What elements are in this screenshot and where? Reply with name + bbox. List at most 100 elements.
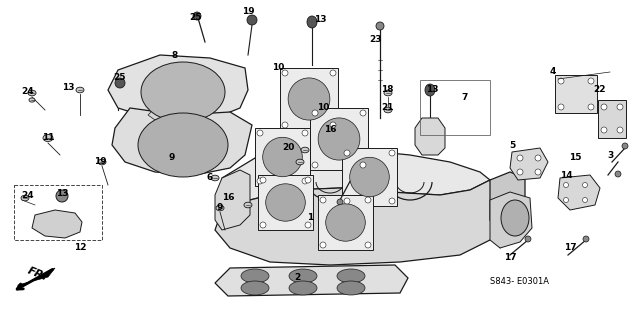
Ellipse shape [337, 281, 365, 295]
Ellipse shape [320, 197, 326, 203]
Text: 25: 25 [114, 73, 126, 82]
Ellipse shape [601, 127, 607, 133]
Ellipse shape [138, 113, 228, 177]
Bar [342, 148, 397, 206]
Polygon shape [490, 192, 532, 248]
Text: 24: 24 [22, 87, 35, 96]
Ellipse shape [389, 150, 395, 156]
Ellipse shape [262, 137, 302, 177]
Ellipse shape [622, 143, 628, 149]
Ellipse shape [582, 197, 588, 202]
Ellipse shape [384, 107, 392, 113]
Text: 15: 15 [569, 154, 581, 163]
Ellipse shape [365, 242, 371, 248]
Ellipse shape [535, 155, 541, 161]
Ellipse shape [260, 222, 266, 228]
Ellipse shape [558, 104, 564, 110]
Text: 19: 19 [93, 157, 106, 166]
Ellipse shape [517, 155, 523, 161]
Ellipse shape [266, 184, 305, 221]
Ellipse shape [360, 162, 366, 168]
Text: 10: 10 [317, 104, 329, 113]
Text: 19: 19 [242, 7, 254, 16]
Ellipse shape [301, 147, 309, 153]
Ellipse shape [617, 127, 623, 133]
Ellipse shape [330, 70, 336, 76]
Ellipse shape [56, 190, 68, 202]
Polygon shape [490, 172, 525, 248]
Ellipse shape [305, 177, 311, 183]
Text: 13: 13 [426, 86, 438, 95]
Polygon shape [510, 148, 548, 180]
Text: 9: 9 [169, 154, 175, 163]
Ellipse shape [302, 130, 308, 136]
Text: S843- E0301A: S843- E0301A [490, 277, 549, 286]
Ellipse shape [241, 269, 269, 283]
Text: 5: 5 [509, 141, 515, 150]
Text: 1: 1 [307, 213, 313, 222]
Polygon shape [222, 148, 490, 210]
Ellipse shape [289, 281, 317, 295]
Ellipse shape [344, 150, 350, 156]
Ellipse shape [425, 84, 435, 96]
Ellipse shape [326, 204, 365, 241]
Ellipse shape [588, 78, 594, 84]
Ellipse shape [312, 162, 318, 168]
Text: 6: 6 [207, 174, 213, 183]
Bar [420, 80, 490, 135]
Text: 22: 22 [594, 86, 606, 95]
Ellipse shape [282, 70, 288, 76]
Polygon shape [215, 170, 250, 230]
Polygon shape [215, 180, 500, 265]
Ellipse shape [330, 122, 336, 128]
Text: 13: 13 [56, 188, 68, 197]
Ellipse shape [141, 62, 225, 122]
Bar [280, 68, 338, 130]
Ellipse shape [43, 134, 53, 142]
Ellipse shape [260, 177, 266, 183]
Text: 4: 4 [550, 67, 556, 77]
Text: 24: 24 [22, 191, 35, 199]
Ellipse shape [360, 110, 366, 116]
Text: 12: 12 [74, 244, 86, 253]
Text: 21: 21 [381, 103, 393, 112]
Text: FR.: FR. [26, 266, 49, 282]
Bar [318, 195, 373, 250]
Ellipse shape [384, 90, 392, 96]
Ellipse shape [517, 169, 523, 175]
Ellipse shape [582, 183, 588, 188]
Ellipse shape [337, 199, 343, 205]
Ellipse shape [312, 110, 318, 116]
Text: 10: 10 [272, 63, 284, 72]
Ellipse shape [318, 118, 360, 160]
Ellipse shape [247, 15, 257, 25]
Ellipse shape [376, 22, 384, 30]
Ellipse shape [563, 183, 568, 188]
Text: 2: 2 [294, 273, 300, 282]
Text: 18: 18 [381, 86, 393, 95]
Ellipse shape [617, 104, 623, 110]
Ellipse shape [588, 104, 594, 110]
Ellipse shape [615, 171, 621, 177]
Text: 17: 17 [564, 244, 576, 253]
Ellipse shape [29, 98, 35, 102]
Ellipse shape [115, 78, 125, 88]
Polygon shape [215, 265, 408, 296]
Ellipse shape [583, 236, 589, 242]
Ellipse shape [98, 159, 106, 165]
Ellipse shape [558, 78, 564, 84]
Text: 3: 3 [607, 151, 613, 160]
Text: 13: 13 [61, 83, 74, 92]
Ellipse shape [296, 159, 304, 165]
Ellipse shape [563, 197, 568, 202]
Ellipse shape [257, 130, 263, 136]
Ellipse shape [302, 178, 308, 184]
Text: 25: 25 [189, 13, 201, 22]
Text: 11: 11 [42, 133, 54, 142]
Ellipse shape [337, 269, 365, 283]
Text: 16: 16 [221, 193, 234, 202]
Ellipse shape [349, 157, 389, 197]
Ellipse shape [216, 205, 224, 211]
Ellipse shape [28, 90, 36, 96]
Text: 16: 16 [324, 126, 336, 134]
